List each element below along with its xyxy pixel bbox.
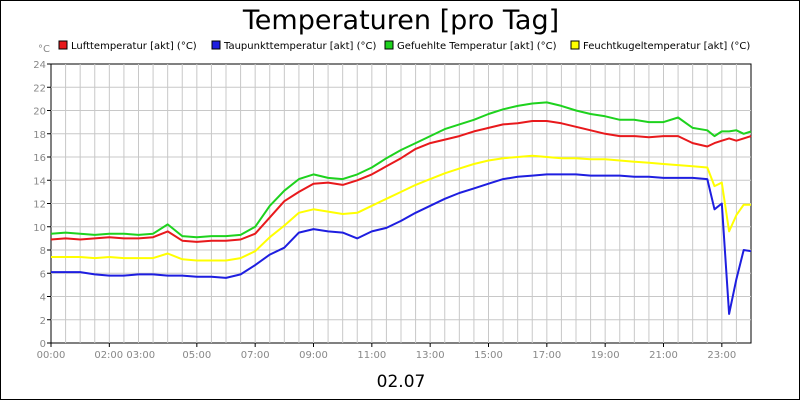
y-tick-label: 14 (33, 176, 46, 187)
y-tick-label: 22 (33, 83, 46, 94)
x-tick-label: 15:00 (474, 350, 503, 361)
legend: Lufttemperatur [akt] (°C) Taupunkttempera… (58, 40, 750, 52)
y-tick-label: 24 (33, 60, 46, 71)
x-tick-label: 17:00 (532, 350, 561, 361)
x-axis-ticks: 00:00 02:00 03:00 05:00 07:00 09:00 11:00 13:0… (37, 343, 736, 361)
legend-swatch (570, 40, 580, 50)
x-tick-label: 21:00 (649, 350, 678, 361)
chart-title: Temperaturen [pro Tag] (242, 5, 559, 36)
series-line-2 (51, 173, 752, 315)
legend-entry: Lufttemperatur [akt] (°C) (71, 41, 197, 52)
x-tick-label: 05:00 (182, 350, 211, 361)
legend-entry: Gefuehlte Temperatur [akt] (°C) (397, 41, 557, 52)
y-tick-label: 18 (33, 130, 46, 141)
series-line-4 (51, 154, 751, 262)
series-line-1 (50, 120, 752, 243)
x-tick-label: 07:00 (241, 350, 270, 361)
y-tick-label: 6 (40, 269, 46, 280)
series-line-3 (50, 101, 752, 239)
legend-swatch (58, 40, 68, 50)
x-tick-label: 00:00 (37, 350, 66, 361)
x-tick-label: 02:00 03:00 (94, 350, 155, 361)
x-tick-label: 19:00 (591, 350, 620, 361)
legend-swatch (384, 40, 394, 50)
y-tick-label: 0 (40, 339, 46, 350)
x-tick-label: 13:00 (416, 350, 445, 361)
x-tick-label: 11:00 (357, 350, 386, 361)
legend-entry: Feuchtkugeltemperatur [akt] (°C) (583, 41, 750, 52)
y-tick-label: 20 (33, 107, 46, 118)
legend-swatch (211, 40, 221, 50)
grid-lines (51, 64, 751, 343)
x-tick-label: 09:00 (299, 350, 328, 361)
y-tick-label: 2 (40, 316, 46, 327)
series-layer (50, 101, 752, 315)
legend-entry: Taupunkttemperatur [akt] (°C) (223, 41, 376, 52)
y-tick-label: 16 (33, 153, 46, 164)
x-axis-label: 02.07 (377, 372, 426, 392)
y-tick-label: 8 (40, 246, 46, 257)
y-tick-label: 4 (40, 293, 46, 304)
x-tick-label: 23:00 (707, 350, 736, 361)
y-axis-unit: °C (38, 44, 50, 55)
y-tick-label: 12 (33, 200, 46, 211)
y-tick-label: 10 (33, 223, 46, 234)
